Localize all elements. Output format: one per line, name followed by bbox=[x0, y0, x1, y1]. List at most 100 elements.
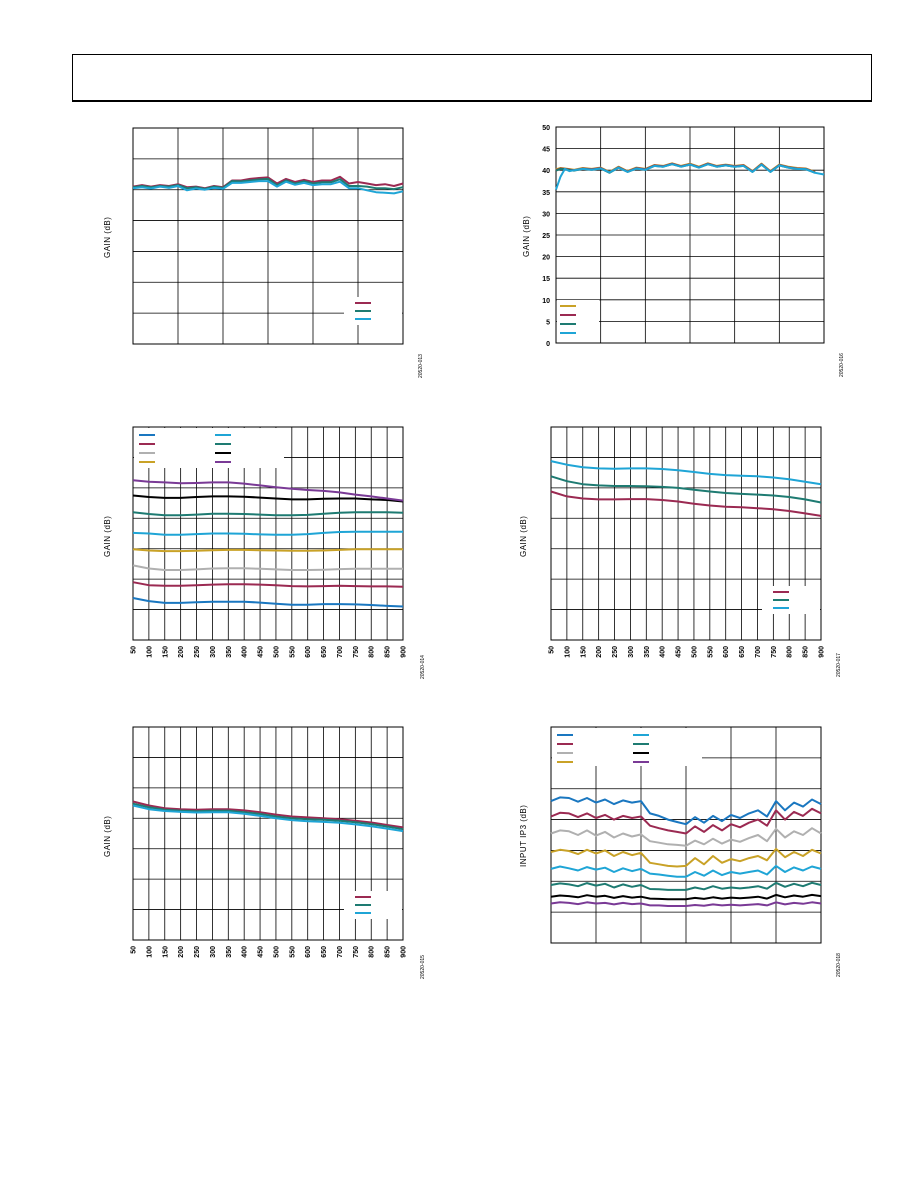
chart-svg bbox=[132, 127, 404, 345]
x-tick-label: 650 bbox=[739, 646, 746, 658]
series-line bbox=[132, 802, 404, 831]
series-line bbox=[132, 180, 404, 195]
x-tick-label: 300 bbox=[210, 646, 217, 658]
x-tick-label: 200 bbox=[178, 946, 185, 958]
x-tick-label: 800 bbox=[369, 946, 376, 958]
figure-id: 20520-014 bbox=[420, 655, 426, 679]
y-tick-label: 50 bbox=[542, 125, 550, 132]
chart-svg bbox=[550, 726, 822, 944]
y-tick-label: 25 bbox=[542, 233, 550, 240]
legend-box bbox=[344, 297, 402, 325]
chart-panel-3: GAIN (dB) 20520-014 50 100 150 200 250 300 350… bbox=[103, 426, 426, 679]
legend-box bbox=[762, 586, 820, 614]
x-tick-label: 100 bbox=[146, 646, 153, 658]
series-line bbox=[550, 475, 822, 504]
x-tick-label: 600 bbox=[305, 946, 312, 958]
y-tick-label: 5 bbox=[546, 319, 550, 326]
x-tick-label: 450 bbox=[258, 646, 265, 658]
legend-box bbox=[344, 891, 402, 919]
series-line bbox=[132, 564, 403, 571]
figure-id: 20520-016 bbox=[839, 353, 845, 377]
chart-svg: 50 100 150 200 250 300 350 400 450 500 550 600 650 70… bbox=[131, 426, 408, 658]
legend-box bbox=[134, 428, 284, 468]
page-header-box bbox=[72, 54, 872, 102]
series-line bbox=[132, 581, 404, 588]
series-line bbox=[132, 804, 404, 833]
x-tick-label: 400 bbox=[242, 946, 249, 958]
x-tick-label: 300 bbox=[210, 946, 217, 958]
x-tick-label: 550 bbox=[707, 646, 714, 658]
x-tick-label: 50 bbox=[131, 646, 138, 654]
series-line bbox=[555, 163, 825, 190]
y-tick-label: 45 bbox=[542, 147, 550, 154]
series-line bbox=[550, 490, 822, 517]
figure-id: 20520-013 bbox=[418, 354, 424, 378]
x-tick-label: 650 bbox=[321, 646, 328, 658]
y-tick-label: 10 bbox=[542, 298, 550, 305]
series-line bbox=[132, 479, 404, 502]
plot-frame bbox=[550, 726, 822, 944]
x-tick-label: 700 bbox=[755, 646, 762, 658]
chart-svg: 50 100 150 200 250 300 350 400 450 500 550 600 650 70… bbox=[131, 726, 408, 958]
x-tick-label: 850 bbox=[385, 946, 392, 958]
series-line bbox=[132, 494, 404, 503]
chart-panel-1: GAIN (dB) 20520-013 bbox=[103, 127, 424, 378]
x-tick-label: 450 bbox=[676, 646, 683, 658]
x-tick-label: 700 bbox=[337, 646, 344, 658]
chart-svg: 0 5 10 15 20 25 30 35 40 45 50 bbox=[542, 125, 825, 348]
chart-panel-6: INPUT IP3 (dB) 20520-018 bbox=[519, 726, 842, 977]
series-line bbox=[550, 827, 822, 847]
x-tick-label: 500 bbox=[273, 646, 280, 658]
x-tick-label: 350 bbox=[226, 646, 233, 658]
x-tick-label: 350 bbox=[226, 946, 233, 958]
x-tick-label: 300 bbox=[628, 646, 635, 658]
x-tick-label: 600 bbox=[305, 646, 312, 658]
x-tick-label: 450 bbox=[258, 946, 265, 958]
series-line bbox=[132, 530, 403, 536]
y-tick-label: 40 bbox=[542, 168, 550, 175]
x-tick-label: 750 bbox=[771, 646, 778, 658]
y-tick-label: 35 bbox=[542, 190, 550, 197]
x-tick-label: 150 bbox=[162, 646, 169, 658]
x-tick-label: 500 bbox=[691, 646, 698, 658]
series-line bbox=[132, 800, 404, 829]
y-tick-label: 20 bbox=[542, 255, 550, 262]
series-line bbox=[550, 893, 822, 901]
y-axis-label: GAIN (dB) bbox=[103, 515, 112, 557]
x-tick-label: 800 bbox=[369, 646, 376, 658]
chart-svg: 50 100 150 200 250 300 350 400 450 500 550 600 650 70… bbox=[549, 426, 826, 658]
x-tick-label: 100 bbox=[146, 946, 153, 958]
x-tick-label: 550 bbox=[289, 646, 296, 658]
y-axis-label: INPUT IP3 (dB) bbox=[519, 804, 528, 867]
series-line bbox=[550, 901, 822, 907]
legend-box bbox=[552, 728, 702, 766]
y-tick-label: 0 bbox=[546, 341, 550, 348]
y-axis-label: GAIN (dB) bbox=[519, 515, 528, 557]
x-tick-label: 850 bbox=[385, 646, 392, 658]
series-line bbox=[550, 807, 822, 835]
x-tick-label: 150 bbox=[162, 946, 169, 958]
series-line bbox=[550, 796, 822, 826]
series-line bbox=[132, 548, 403, 553]
x-tick-label: 250 bbox=[194, 646, 201, 658]
x-tick-label: 500 bbox=[273, 946, 280, 958]
plot-frame bbox=[132, 726, 404, 941]
series-line bbox=[132, 511, 404, 517]
x-tick-label: 650 bbox=[321, 946, 328, 958]
x-tick-label: 800 bbox=[787, 646, 794, 658]
y-tick-label: 15 bbox=[542, 276, 550, 283]
series-line bbox=[550, 847, 822, 868]
y-tick-label: 30 bbox=[542, 211, 550, 218]
x-tick-label: 850 bbox=[803, 646, 810, 658]
series-line bbox=[550, 881, 822, 891]
x-tick-label: 550 bbox=[289, 946, 296, 958]
plot-frame bbox=[132, 127, 404, 345]
y-axis-label: GAIN (dB) bbox=[103, 815, 112, 857]
chart-panel-4: GAIN (dB) 20520-017 50 100 150 200 250 300 350… bbox=[519, 426, 842, 677]
x-tick-label: 900 bbox=[819, 646, 826, 658]
series-line bbox=[132, 597, 404, 608]
chart-panel-2: GAIN (dB) 20520-016 0 5 10 15 20 25 30 35 40 45 50 bbox=[522, 125, 845, 377]
x-tick-label: 200 bbox=[178, 646, 185, 658]
x-tick-label: 200 bbox=[596, 646, 603, 658]
plot-frame bbox=[555, 126, 825, 344]
